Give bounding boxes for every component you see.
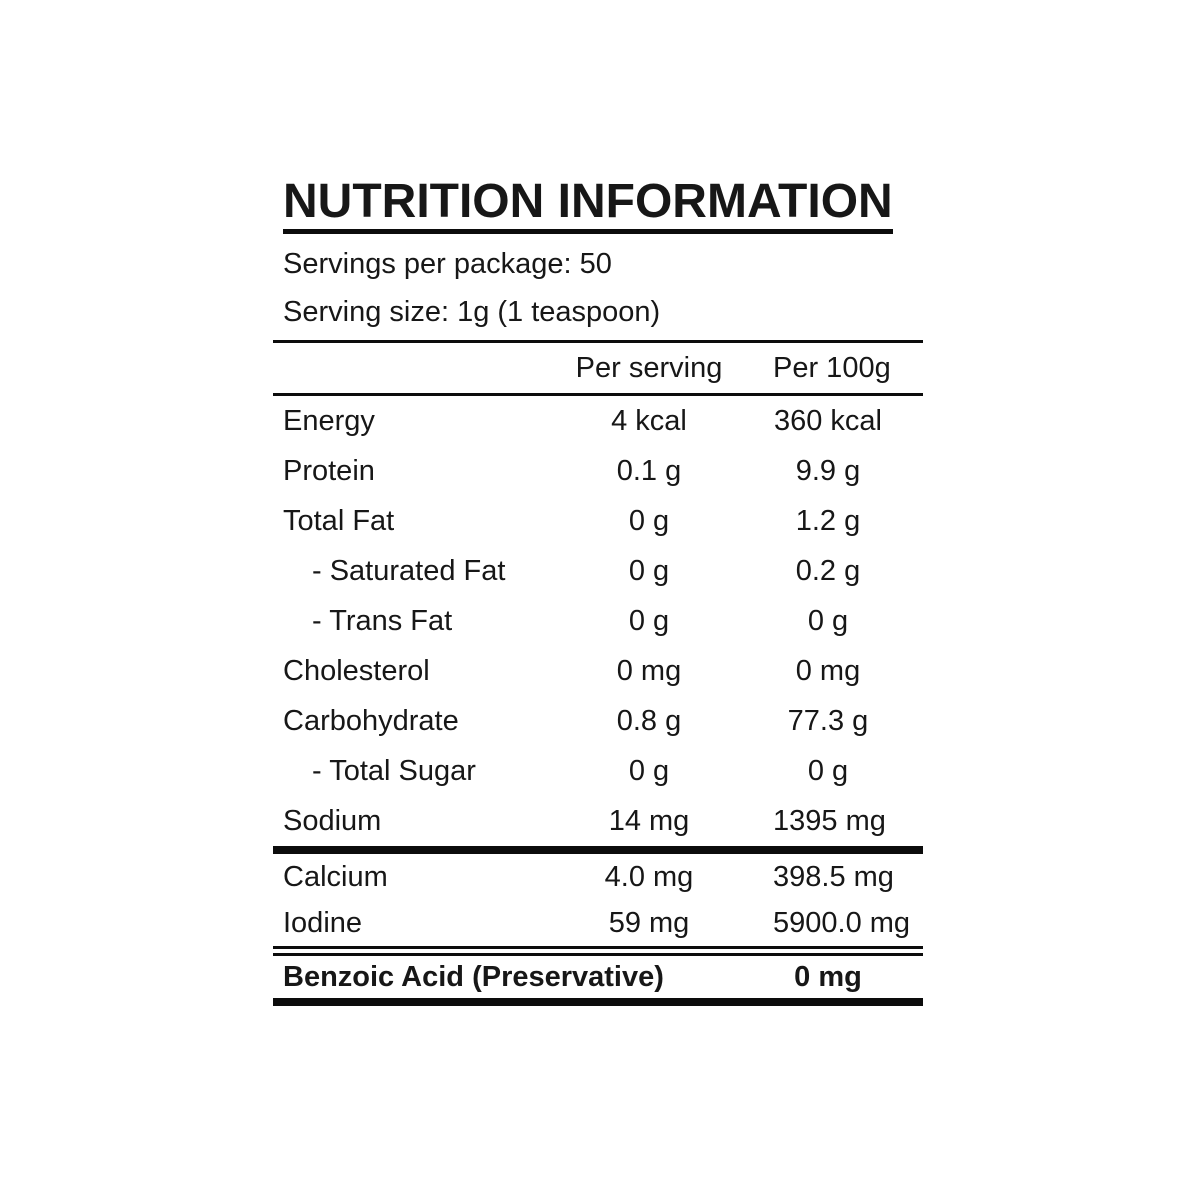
- table-row-total-fat: Total Fat 0 g 1.2 g: [273, 496, 923, 546]
- row-per-100g: 77.3 g: [787, 704, 869, 737]
- row-per-serving: 0 g: [628, 754, 670, 787]
- servings-per-package: Servings per package: 50: [283, 248, 612, 280]
- page-title: NUTRITION INFORMATION: [283, 178, 893, 234]
- row-label: Cholesterol: [283, 654, 430, 687]
- row-label: Carbohydrate: [283, 704, 459, 737]
- row-per-100g: 398.5 mg: [773, 860, 894, 893]
- row-label: Protein: [283, 454, 375, 487]
- row-per-serving: 0 g: [628, 504, 670, 537]
- serving-size: Serving size: 1g (1 teaspoon): [283, 296, 661, 328]
- table-row-calcium: Calcium 4.0 mg 398.5 mg: [273, 850, 923, 900]
- table-row-sodium: Sodium 14 mg 1395 mg: [273, 796, 923, 850]
- table-header-row: Per serving Per 100g: [273, 341, 923, 395]
- row-per-100g: 360 kcal: [773, 404, 882, 437]
- row-label: - Trans Fat: [312, 604, 453, 637]
- row-per-serving: 4.0 mg: [604, 860, 694, 893]
- row-label: Energy: [283, 404, 375, 437]
- additive-label: Benzoic Acid (Preservative): [283, 960, 664, 993]
- row-per-100g: 9.9 g: [795, 454, 861, 487]
- table-row-saturated-fat: - Saturated Fat 0 g 0.2 g: [273, 546, 923, 596]
- row-label: Calcium: [283, 860, 388, 893]
- row-per-serving: 0.1 g: [616, 454, 682, 487]
- row-label: - Total Sugar: [312, 754, 476, 787]
- row-label: Total Fat: [283, 504, 395, 537]
- row-label: Iodine: [283, 906, 363, 939]
- row-per-100g: 1.2 g: [795, 504, 861, 537]
- table-row-trans-fat: - Trans Fat 0 g 0 g: [273, 596, 923, 646]
- row-per-100g: 5900.0 mg: [773, 906, 911, 939]
- row-per-serving: 0.8 g: [616, 704, 682, 737]
- table-row-protein: Protein 0.1 g 9.9 g: [273, 446, 923, 496]
- table-row-cholesterol: Cholesterol 0 mg 0 mg: [273, 646, 923, 696]
- row-label: Sodium: [283, 804, 382, 837]
- nutrition-table: Per serving Per 100g Energy 4 kcal 360 k…: [273, 340, 923, 1006]
- table-row-energy: Energy 4 kcal 360 kcal: [273, 395, 923, 447]
- table-row-benzoic-acid: Benzoic Acid (Preservative) 0 mg: [273, 951, 923, 1002]
- row-label: - Saturated Fat: [312, 554, 506, 587]
- row-per-serving: 14 mg: [608, 804, 690, 837]
- header-per-100g: Per 100g: [773, 351, 891, 384]
- row-per-serving: 0 g: [628, 554, 670, 587]
- row-per-100g: 0 mg: [795, 654, 861, 687]
- row-per-serving: 59 mg: [608, 906, 690, 939]
- header-per-serving: Per serving: [575, 351, 723, 384]
- row-per-100g: 0 g: [807, 604, 849, 637]
- header-empty-cell: [273, 342, 525, 395]
- additive-value: 0 mg: [794, 960, 862, 993]
- row-per-serving: 0 g: [628, 604, 670, 637]
- row-per-serving: 4 kcal: [611, 404, 687, 437]
- table-row-carbohydrate: Carbohydrate 0.8 g 77.3 g: [273, 696, 923, 746]
- table-row-total-sugar: - Total Sugar 0 g 0 g: [273, 746, 923, 796]
- row-per-serving: 0 mg: [616, 654, 682, 687]
- row-per-100g: 0.2 g: [795, 554, 861, 587]
- row-per-100g: 0 g: [807, 754, 849, 787]
- table-row-iodine: Iodine 59 mg 5900.0 mg: [273, 900, 923, 951]
- row-per-100g: 1395 mg: [773, 804, 886, 837]
- nutrition-label: NUTRITION INFORMATION Servings per packa…: [273, 178, 923, 1006]
- serving-info: Servings per package: 50 Serving size: 1…: [273, 240, 923, 336]
